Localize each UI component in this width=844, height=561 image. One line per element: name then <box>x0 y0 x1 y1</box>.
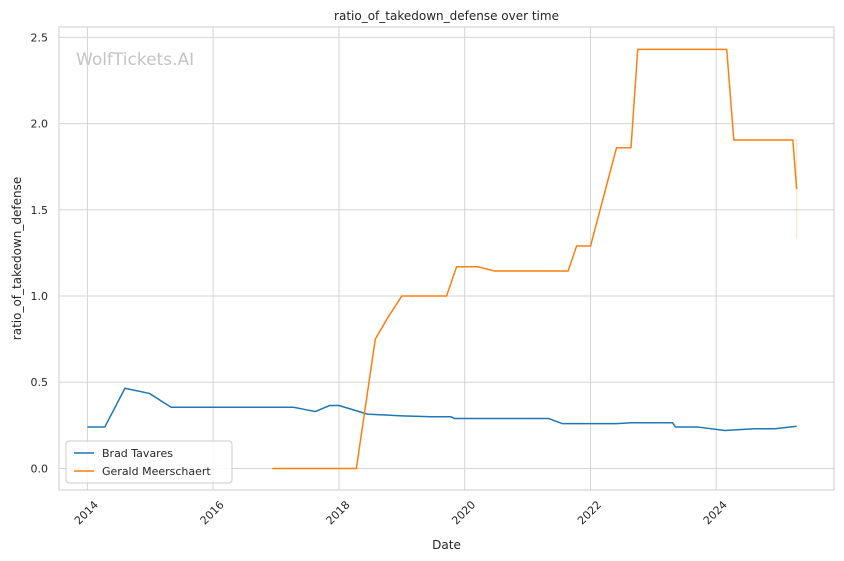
series-line-gerald-meerschaert <box>272 48 798 470</box>
plot-background <box>59 27 834 490</box>
y-tick-label: 0.0 <box>31 462 49 475</box>
y-tick-label: 1.5 <box>31 204 49 217</box>
y-tick-label: 2.5 <box>31 31 49 44</box>
y-axis-ticks: 0.0 0.5 1.0 1.5 2.0 2.5 <box>31 31 49 475</box>
legend-label: Gerald Meerschaert <box>102 465 211 478</box>
plot-area <box>58 26 835 491</box>
chart-title: ratio_of_takedown_defense over time <box>334 9 559 23</box>
plot-frame <box>58 26 835 491</box>
legend: Brad Tavares Gerald Meerschaert <box>65 440 233 484</box>
y-axis-title: ratio_of_takedown_defense <box>10 177 24 340</box>
y-tick-label: 2.0 <box>31 118 49 131</box>
x-axis-title: Date <box>432 538 461 552</box>
series-layer <box>87 48 798 470</box>
y-tick-label: 1.0 <box>31 290 49 303</box>
watermark-text: WolfTickets.AI <box>76 50 194 70</box>
legend-label: Brad Tavares <box>102 447 173 460</box>
y-tick-label: 0.5 <box>31 376 49 389</box>
series-line-brad-tavares <box>87 387 797 432</box>
grid <box>59 27 834 490</box>
legend-box <box>65 440 233 484</box>
